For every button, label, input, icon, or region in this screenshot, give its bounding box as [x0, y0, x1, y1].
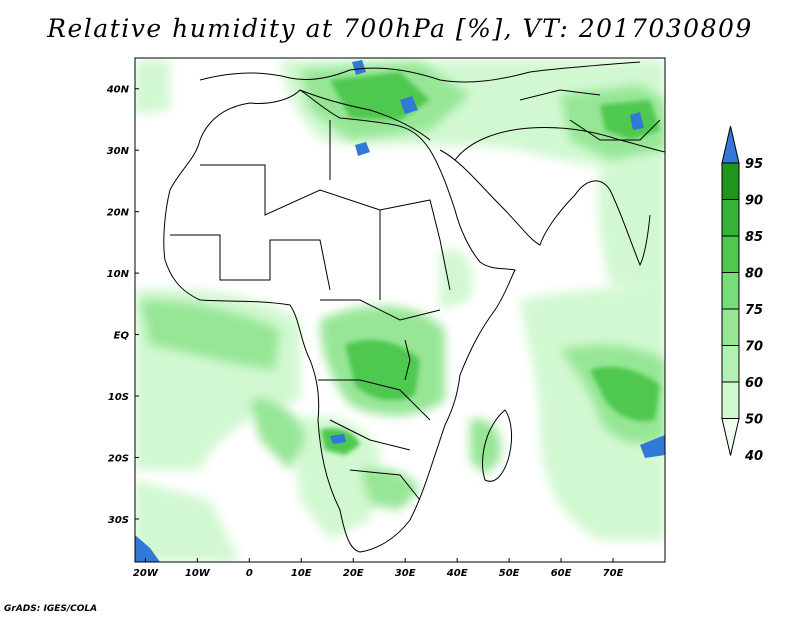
lon-tick-label: 40E [446, 568, 468, 579]
lat-tick-label: 30S [108, 515, 129, 526]
colorbar-top-arrow [721, 125, 740, 164]
lon-tick-label: 20E [343, 568, 364, 579]
lat-tick-label: 40N [106, 85, 130, 96]
colorbar-segment [721, 199, 740, 237]
colorbar-label: 50 [745, 413, 763, 428]
colorbar: 40 50 60 70 75 80 85 90 95 [721, 125, 763, 464]
colorbar-segment [721, 162, 740, 200]
plot-frame [134, 57, 666, 563]
lon-tick-label: 10W [185, 568, 211, 579]
latitude-axis: 40N 30N 20N 10N EQ 10S 20S 30S [106, 85, 139, 526]
colorbar-label: 95 [745, 157, 763, 172]
colorbar-label: 70 [745, 340, 763, 355]
colorbar-bottom-arrow [721, 418, 740, 456]
lat-tick-label: 10N [107, 269, 130, 280]
colorbar-label: 85 [745, 230, 763, 245]
map-title: Relative humidity at 700hPa [%], VT: 201… [47, 14, 753, 43]
colorbar-label: 90 [745, 194, 763, 209]
colorbar-segment [721, 308, 740, 346]
lon-tick-label: 20W [133, 568, 159, 579]
colorbar-segment [721, 381, 740, 419]
colorbar-label: 60 [745, 376, 763, 391]
colorbar-label: 40 [744, 449, 763, 464]
longitude-axis: 20W 10W 0 10E 20E 30E 40E 50E 60E 70E [133, 558, 624, 579]
colorbar-segment [721, 345, 740, 383]
lon-tick-label: 10E [291, 568, 312, 579]
lat-tick-label: 10S [108, 392, 129, 403]
lat-tick-label: 20S [108, 454, 129, 465]
colorbar-label: 75 [745, 303, 763, 318]
lon-tick-label: 30E [395, 568, 416, 579]
lat-tick-label: 30N [107, 146, 130, 157]
colorbar-segment [721, 235, 740, 273]
colorbar-segment [721, 272, 740, 310]
lat-tick-label: 20N [107, 208, 130, 219]
coastlines [163, 61, 665, 553]
lat-tick-label: EQ [114, 331, 130, 342]
lon-tick-label: 0 [246, 568, 253, 579]
lon-tick-label: 60E [551, 568, 572, 579]
credit-label: GrADS: IGES/COLA [4, 604, 98, 614]
lon-tick-label: 70E [603, 568, 624, 579]
lon-tick-label: 50E [499, 568, 520, 579]
humidity-field [135, 60, 665, 562]
colorbar-label: 80 [745, 267, 763, 282]
